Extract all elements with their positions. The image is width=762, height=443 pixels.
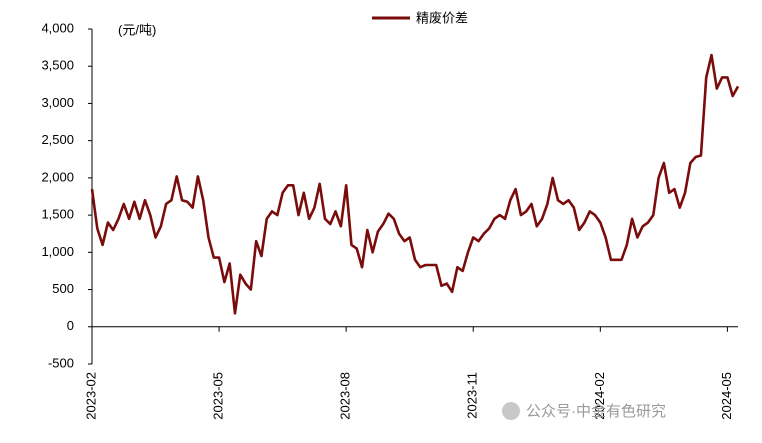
unit-label: (元/吨) [118,22,156,37]
y-tick-label: 2,000 [41,169,74,184]
x-tick-label: 2023-11 [465,372,480,419]
x-tick-label: 2023-02 [83,372,98,420]
y-tick-label: 4,000 [41,20,74,35]
y-tick-label: 1,000 [41,244,74,259]
y-tick-label: 3,000 [41,95,74,110]
y-tick-label: 500 [52,281,74,296]
y-tick-label: 1,500 [41,207,74,222]
x-tick-label: 2023-05 [211,372,226,420]
y-tick-label: 2,500 [41,132,74,147]
legend-label: 精废价差 [416,10,468,25]
y-tick-label: 3,500 [41,58,74,73]
watermark-icon [502,402,520,420]
x-tick-label: 2024-02 [592,372,607,420]
y-tick-label: 0 [67,318,74,333]
series-line [90,53,740,315]
x-tick-label: 2023-08 [338,372,353,420]
y-tick-label: -500 [48,355,74,370]
watermark: 公众号·中金有色研究 [526,403,666,420]
x-tick-label: 2024-05 [719,372,734,420]
